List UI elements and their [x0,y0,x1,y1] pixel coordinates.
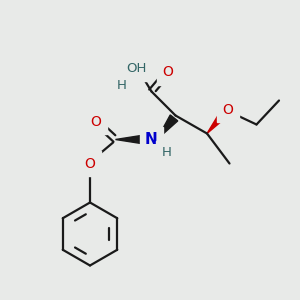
Text: O: O [223,103,233,116]
Text: O: O [85,157,95,170]
Text: O: O [91,115,101,128]
Polygon shape [207,110,228,134]
Text: H: H [162,146,171,160]
Text: H: H [117,79,126,92]
Text: O: O [163,65,173,79]
Text: N: N [145,132,158,147]
Polygon shape [116,135,146,144]
Text: OH: OH [126,62,147,76]
Polygon shape [157,115,178,140]
